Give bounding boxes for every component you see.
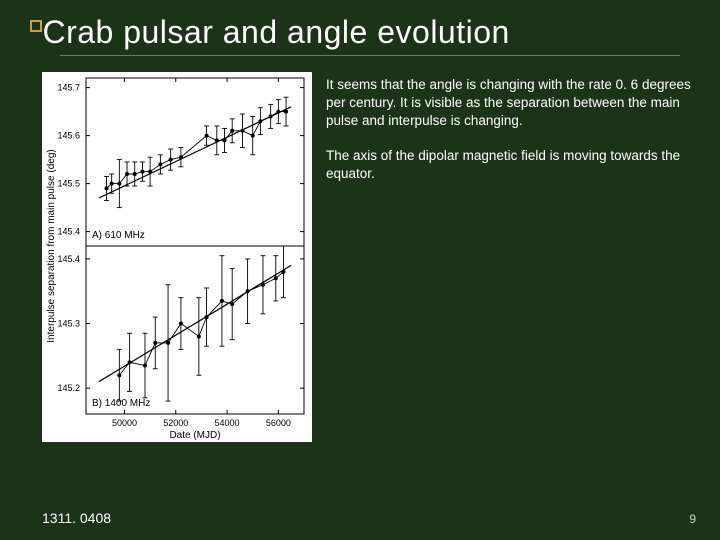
svg-text:B) 1400 MHz: B) 1400 MHz <box>92 398 150 409</box>
svg-text:50000: 50000 <box>112 418 137 428</box>
body-text: It seems that the angle is changing with… <box>326 72 702 442</box>
footer: 1311. 0408 9 <box>42 510 696 526</box>
svg-text:A) 610 MHz: A) 610 MHz <box>92 230 145 241</box>
svg-text:54000: 54000 <box>215 418 240 428</box>
arxiv-reference: 1311. 0408 <box>42 510 111 526</box>
paragraph-2: The axis of the dipolar magnetic field i… <box>326 147 702 183</box>
svg-text:145.5: 145.5 <box>57 179 80 189</box>
svg-text:145.4: 145.4 <box>57 254 80 264</box>
title-accent-square <box>30 20 42 32</box>
slide-title: Crab pulsar and angle evolution <box>42 14 509 51</box>
svg-text:145.7: 145.7 <box>57 83 80 93</box>
paragraph-1: It seems that the angle is changing with… <box>326 76 702 131</box>
svg-text:56000: 56000 <box>266 418 291 428</box>
separation-chart: 145.4 145.5 145.6 145.7 A) 610 MHz 145.2 145.3… <box>42 72 312 442</box>
svg-text:145.6: 145.6 <box>57 131 80 141</box>
svg-text:145.3: 145.3 <box>57 319 80 329</box>
chart-svg: 145.4 145.5 145.6 145.7 A) 610 MHz 145.2 145.3… <box>42 72 312 442</box>
svg-text:52000: 52000 <box>163 418 188 428</box>
title-underline <box>60 55 680 56</box>
svg-text:Interpulse separation from mai: Interpulse separation from main pulse (d… <box>46 149 57 342</box>
title-bar: Crab pulsar and angle evolution <box>0 0 720 64</box>
svg-text:145.4: 145.4 <box>57 227 80 237</box>
svg-text:145.2: 145.2 <box>57 383 80 393</box>
content-area: 145.4 145.5 145.6 145.7 A) 610 MHz 145.2 145.3… <box>0 64 720 442</box>
svg-text:Date (MJD): Date (MJD) <box>169 430 220 441</box>
page-number: 9 <box>689 512 696 526</box>
